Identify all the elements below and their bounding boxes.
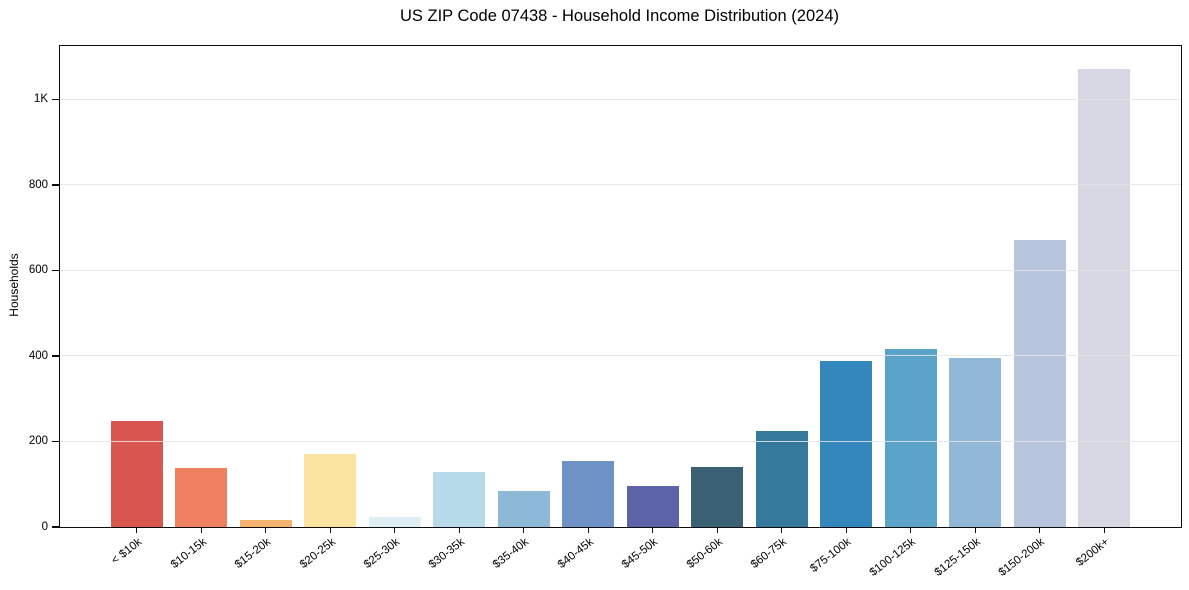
x-axis-tick [910, 528, 912, 533]
bar [562, 460, 615, 527]
y-tick-label: 400 [28, 349, 48, 362]
x-axis-tick [458, 528, 460, 533]
y-tick-label: 600 [28, 264, 48, 277]
gridline [60, 355, 1181, 357]
x-tick-label: $100-125k [867, 536, 919, 579]
x-tick-label: $125-150k [932, 536, 983, 579]
bar [497, 491, 550, 527]
x-tick-label: $10-15k [168, 536, 209, 572]
x-axis-tick [1103, 528, 1105, 533]
x-tick-label: $150-200k [996, 536, 1048, 579]
x-tick-label: $75-100k [808, 536, 854, 575]
y-tick-label: 0 [41, 521, 48, 533]
y-axis-tick [52, 184, 59, 186]
bar [949, 358, 1002, 527]
bar [755, 431, 808, 527]
bar [175, 468, 228, 527]
x-axis-tick [587, 528, 589, 533]
y-tick-label: 800 [28, 178, 48, 191]
x-axis-tick [523, 528, 525, 533]
x-axis-tick [845, 528, 847, 533]
bar [1013, 239, 1066, 527]
x-axis-tick [136, 528, 138, 533]
x-tick-label: $40-45k [555, 536, 596, 572]
gridline [60, 98, 1181, 100]
x-axis-tick [394, 528, 396, 533]
gridline [60, 184, 1181, 186]
bar [626, 486, 679, 527]
bar [239, 520, 292, 527]
y-axis-tick [52, 269, 59, 272]
x-tick-label: $30-35k [426, 536, 467, 572]
bar [304, 453, 357, 527]
bar [884, 349, 937, 527]
gridline [60, 269, 1181, 271]
x-axis-tick [974, 528, 976, 533]
x-tick-label: $20-25k [297, 536, 338, 572]
x-tick-label: $50-60k [684, 536, 725, 572]
x-tick-label: $60-75k [748, 536, 790, 572]
y-axis-tick [52, 355, 59, 357]
x-tick-label: $45-50k [619, 536, 661, 572]
y-tick-label: 200 [28, 435, 48, 448]
y-axis-tick [52, 98, 59, 101]
plot-area: 0 200 400 600 800 1K < $10k $10-15k $15-20k $20-2… [29, 45, 1182, 579]
y-axis-tick [52, 526, 59, 528]
bar [1078, 69, 1131, 527]
y-axis-tick [52, 440, 59, 443]
x-tick-label: $15-20k [232, 536, 274, 572]
chart-title: US ZIP Code 07438 - Household Income Dis… [399, 7, 839, 25]
bar [691, 466, 744, 527]
x-tick-label: $200k+ [1074, 536, 1112, 569]
x-axis-tick [329, 528, 331, 533]
x-axis-tick [652, 528, 654, 533]
x-axis-tick [781, 528, 783, 533]
x-tick-label: $35-40k [490, 536, 532, 572]
x-axis-tick [1039, 528, 1041, 533]
bar [368, 516, 421, 527]
y-tick-label: 1K [33, 93, 48, 106]
y-axis-label: Households [7, 253, 21, 317]
bar [110, 421, 163, 527]
x-axis-tick [265, 528, 267, 533]
bar [433, 472, 486, 527]
x-axis-tick [716, 528, 718, 533]
x-tick-label: < $10k [109, 536, 145, 567]
gridline [60, 440, 1181, 442]
x-tick-label: $25-30k [361, 536, 403, 572]
bar [820, 361, 873, 527]
x-axis-tick [200, 528, 202, 533]
